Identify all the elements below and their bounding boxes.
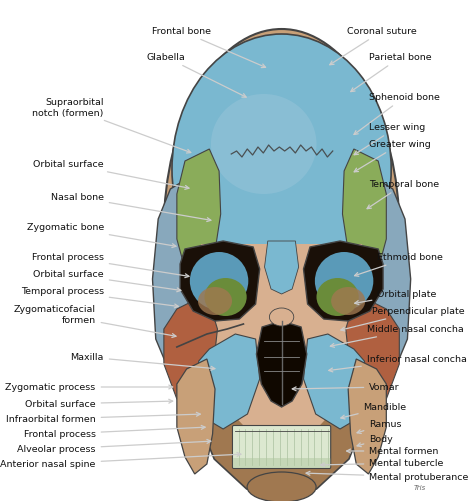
Polygon shape [303,334,368,429]
Text: Mental tubercle: Mental tubercle [321,458,444,467]
Text: Mandible: Mandible [341,403,407,419]
Text: Coronal suture: Coronal suture [330,28,417,66]
FancyBboxPatch shape [233,458,330,468]
Ellipse shape [172,35,391,305]
Ellipse shape [331,288,365,315]
Text: Anterior nasal spine: Anterior nasal spine [0,452,241,468]
Polygon shape [164,295,218,404]
Text: Perpendicular plate: Perpendicular plate [341,307,465,331]
Text: Middle nasal concha: Middle nasal concha [330,325,464,348]
Polygon shape [194,244,369,444]
Text: Ethmoid bone: Ethmoid bone [355,253,443,277]
Text: Maxilla: Maxilla [71,353,215,370]
Text: Sphenoid bone: Sphenoid bone [354,93,440,135]
Polygon shape [303,241,383,321]
Text: Orbital surface: Orbital surface [33,270,181,292]
Polygon shape [343,150,386,275]
Ellipse shape [211,95,317,194]
Text: Frontal process: Frontal process [32,253,189,278]
Text: Tris: Tris [414,484,426,490]
Text: Parietal bone: Parietal bone [351,54,432,92]
Text: Vomar: Vomar [292,383,400,392]
Text: Infraorbital formen: Infraorbital formen [6,412,201,424]
Text: Orbital surface: Orbital surface [33,160,189,190]
Text: Orbital surface: Orbital surface [25,399,173,409]
Polygon shape [177,150,221,275]
Ellipse shape [247,472,316,501]
Text: Alveolar process: Alveolar process [17,439,211,453]
Text: Temporal bone: Temporal bone [367,180,439,209]
Text: Mental protuberance: Mental protuberance [306,471,469,481]
Text: Supraorbital
notch (formen): Supraorbital notch (formen) [32,98,191,154]
Text: Temporal process: Temporal process [21,287,178,308]
Ellipse shape [315,253,374,311]
Text: Ramus: Ramus [357,420,402,434]
Polygon shape [180,241,260,321]
Ellipse shape [204,279,246,316]
Ellipse shape [269,309,294,326]
Text: Orbital plate: Orbital plate [355,290,437,305]
Text: Zygomaticofacial
formen: Zygomaticofacial formen [14,305,176,338]
Text: Zygomatic process: Zygomatic process [5,383,173,392]
Text: Glabella: Glabella [146,54,246,98]
Text: Greater wing: Greater wing [354,140,431,172]
Polygon shape [177,359,215,474]
Text: Mental formen: Mental formen [346,446,438,455]
Polygon shape [153,175,211,374]
Ellipse shape [317,279,359,316]
Polygon shape [264,241,299,295]
Text: Inferior nasal concha: Inferior nasal concha [329,355,467,372]
Text: Body: Body [357,435,393,447]
Polygon shape [198,369,365,497]
Polygon shape [346,295,399,404]
Polygon shape [348,359,386,474]
Text: Lesser wing: Lesser wing [354,123,426,155]
Text: Frontal process: Frontal process [24,425,205,438]
Polygon shape [352,175,410,374]
Ellipse shape [164,30,399,429]
Polygon shape [256,321,307,407]
Text: Frontal bone: Frontal bone [152,28,265,69]
Polygon shape [195,334,260,429]
Text: Zygomatic bone: Zygomatic bone [27,223,176,248]
Ellipse shape [198,288,232,315]
FancyBboxPatch shape [232,426,331,468]
Ellipse shape [190,253,248,311]
Text: Nasal bone: Nasal bone [51,193,211,222]
